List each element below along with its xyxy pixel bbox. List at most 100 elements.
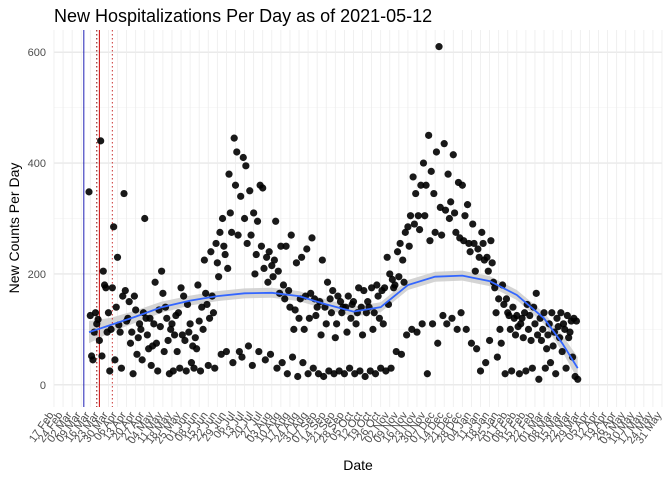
data-point xyxy=(476,367,485,375)
data-point xyxy=(120,189,128,198)
data-point xyxy=(260,264,268,272)
data-point xyxy=(469,220,477,228)
data-point xyxy=(357,303,365,311)
data-point xyxy=(546,359,555,367)
data-point xyxy=(458,181,466,189)
data-point xyxy=(502,295,511,303)
data-point xyxy=(387,364,395,372)
data-point xyxy=(133,350,141,358)
data-point xyxy=(130,292,138,300)
data-point xyxy=(211,364,219,372)
data-point xyxy=(428,320,437,328)
data-point xyxy=(540,309,548,317)
data-point xyxy=(190,364,198,372)
data-point xyxy=(393,248,402,256)
data-point xyxy=(471,267,479,275)
data-point xyxy=(435,43,443,51)
data-point xyxy=(146,314,154,322)
data-point xyxy=(566,328,574,336)
data-point xyxy=(386,270,394,278)
data-point xyxy=(515,370,523,378)
data-point xyxy=(168,320,176,328)
data-point xyxy=(207,248,215,256)
data-point xyxy=(281,295,289,303)
data-point xyxy=(380,284,389,292)
data-point xyxy=(419,159,428,167)
smooth-trend-line xyxy=(88,274,579,369)
data-point xyxy=(323,278,332,286)
data-point xyxy=(518,314,526,322)
data-point xyxy=(95,336,103,345)
data-point xyxy=(362,309,371,317)
data-point xyxy=(374,292,382,300)
data-point xyxy=(485,336,494,345)
data-point xyxy=(496,325,504,333)
data-point xyxy=(259,184,267,192)
data-point xyxy=(242,162,250,170)
data-point xyxy=(414,212,422,220)
data-point xyxy=(509,303,517,311)
data-point xyxy=(482,359,490,367)
data-point xyxy=(204,361,212,370)
data-point xyxy=(243,239,251,248)
data-point xyxy=(134,334,142,342)
data-point xyxy=(478,228,486,236)
data-point xyxy=(349,298,358,306)
data-point xyxy=(216,228,224,236)
y-tick-label: 600 xyxy=(28,47,46,59)
data-point xyxy=(225,170,233,178)
data-point xyxy=(98,352,106,360)
data-point xyxy=(401,228,409,236)
data-point xyxy=(129,370,137,378)
data-point xyxy=(549,342,557,350)
data-point xyxy=(285,286,293,295)
data-point xyxy=(253,217,262,225)
data-point xyxy=(347,314,355,322)
y-tick-label: 200 xyxy=(28,269,46,281)
data-point xyxy=(539,325,547,333)
data-point xyxy=(371,370,380,378)
data-point xyxy=(553,314,561,322)
data-point xyxy=(417,181,425,189)
data-point xyxy=(412,189,420,198)
data-point xyxy=(196,367,205,375)
data-point xyxy=(203,300,211,309)
data-point xyxy=(85,188,93,196)
data-point xyxy=(178,331,186,339)
data-point xyxy=(294,372,302,381)
data-point xyxy=(261,356,269,364)
data-point xyxy=(279,281,288,289)
data-point xyxy=(174,309,183,317)
data-point xyxy=(268,262,276,270)
data-point xyxy=(418,320,426,328)
data-point xyxy=(441,206,450,214)
data-point xyxy=(395,273,403,281)
data-point xyxy=(141,214,149,223)
data-point xyxy=(278,359,286,367)
data-point xyxy=(517,320,525,328)
data-point xyxy=(557,309,565,317)
data-point xyxy=(461,212,469,220)
data-point xyxy=(233,148,241,156)
data-point xyxy=(125,298,133,306)
data-point xyxy=(369,325,377,333)
data-point xyxy=(373,281,381,289)
data-point xyxy=(320,372,328,381)
data-point xyxy=(303,245,311,253)
data-point xyxy=(102,284,110,292)
data-point xyxy=(234,231,242,239)
data-point xyxy=(220,242,228,250)
data-point xyxy=(422,181,430,189)
data-point xyxy=(313,303,321,311)
data-point xyxy=(269,273,277,281)
data-point xyxy=(500,300,508,309)
data-point xyxy=(108,284,116,292)
data-point xyxy=(487,237,495,245)
data-point xyxy=(444,170,452,178)
data-point xyxy=(116,328,124,336)
data-point xyxy=(467,339,476,347)
data-point xyxy=(104,309,113,317)
data-point xyxy=(126,339,135,347)
data-point xyxy=(340,370,348,378)
